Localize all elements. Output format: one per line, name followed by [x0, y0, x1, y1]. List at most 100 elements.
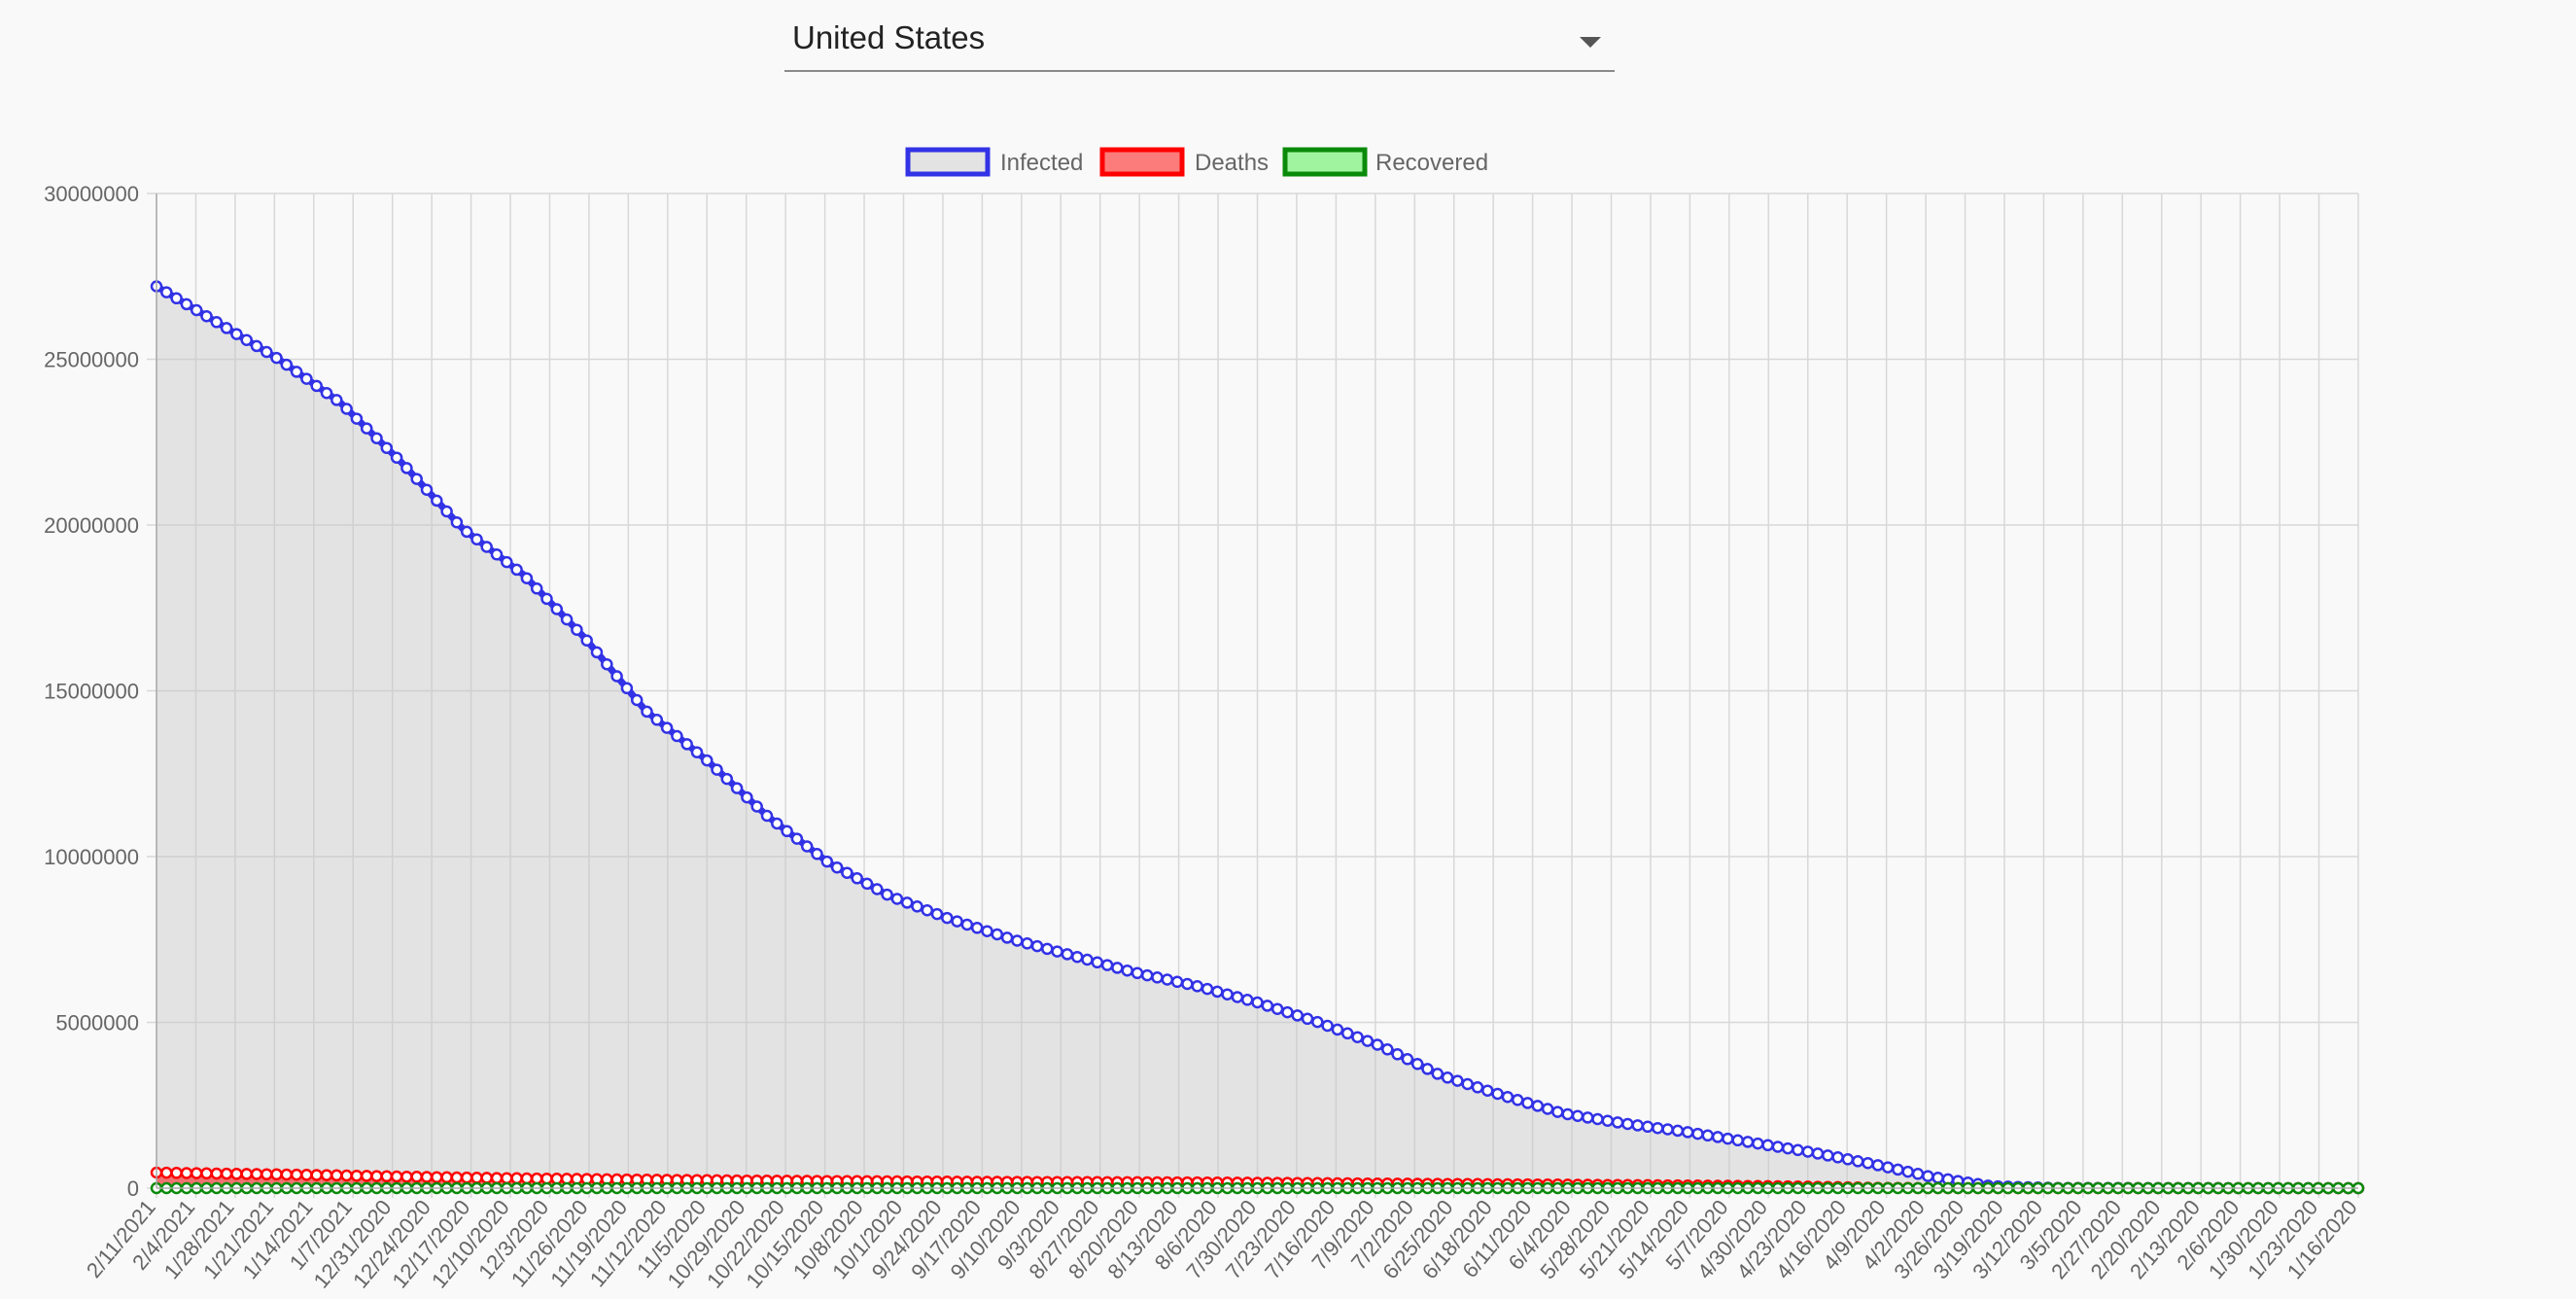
data-point-deaths — [261, 1168, 273, 1180]
data-point-infected — [1631, 1119, 1644, 1132]
data-point-deaths — [490, 1172, 504, 1184]
data-point-infected — [1691, 1127, 1704, 1141]
data-point-infected — [1331, 1023, 1344, 1036]
data-point-deaths — [280, 1168, 294, 1181]
data-point-infected — [741, 790, 753, 804]
data-point-infected — [1871, 1159, 1885, 1172]
data-point-infected — [1561, 1107, 1574, 1121]
data-point-infected — [881, 888, 893, 901]
data-point-deaths — [450, 1171, 464, 1184]
data-point-infected — [1081, 953, 1094, 966]
data-point-infected — [1281, 1005, 1294, 1019]
data-point-infected — [1932, 1172, 1944, 1184]
data-point-infected — [620, 682, 634, 695]
data-point-infected — [730, 782, 744, 794]
data-point-infected — [410, 473, 423, 485]
data-point-infected — [970, 922, 984, 934]
data-point-infected — [450, 515, 464, 529]
data-point-deaths — [390, 1170, 403, 1183]
data-point-infected — [1771, 1141, 1785, 1153]
legend-item-infected[interactable]: Infected — [905, 147, 1083, 177]
data-point-infected — [200, 309, 213, 323]
country-select-value: United States — [792, 19, 986, 55]
data-point-deaths — [420, 1171, 434, 1183]
data-point-infected — [1761, 1139, 1774, 1152]
data-point-infected — [811, 848, 823, 860]
data-point-infected — [941, 911, 954, 925]
data-point-infected — [1901, 1165, 1914, 1178]
chevron-down-icon[interactable] — [1580, 37, 1601, 48]
data-point-infected — [520, 572, 534, 584]
data-point-infected — [420, 483, 434, 496]
data-point-deaths — [350, 1169, 364, 1182]
legend-item-recovered[interactable]: Recovered — [1282, 147, 1488, 177]
data-point-deaths — [360, 1170, 373, 1182]
y-tick-label: 15000000 — [44, 680, 139, 704]
data-point-infected — [501, 555, 513, 569]
data-point-infected — [170, 292, 183, 305]
data-point-infected — [1051, 945, 1063, 958]
data-point-deaths — [331, 1169, 343, 1182]
data-point-deaths — [520, 1172, 534, 1185]
legend-swatch-infected — [905, 147, 991, 177]
data-point-infected — [1240, 994, 1254, 1006]
data-point-infected — [261, 345, 273, 359]
data-point-infected — [610, 670, 623, 683]
legend-label-recovered: Recovered — [1375, 150, 1488, 176]
data-point-infected — [900, 896, 914, 909]
data-point-infected — [1711, 1131, 1724, 1143]
legend-item-deaths[interactable]: Deaths — [1099, 147, 1269, 177]
data-point-infected — [1410, 1058, 1424, 1071]
data-point-infected — [1661, 1123, 1674, 1136]
data-point-infected — [820, 855, 834, 868]
data-point-deaths — [510, 1172, 523, 1185]
data-point-deaths — [370, 1170, 383, 1182]
data-point-infected — [310, 379, 323, 393]
data-point-deaths — [300, 1169, 313, 1181]
data-point-infected — [1371, 1038, 1384, 1051]
data-point-infected — [1621, 1117, 1634, 1131]
legend-label-infected: Infected — [1000, 150, 1083, 176]
data-point-deaths — [340, 1169, 353, 1182]
data-point-infected — [790, 832, 804, 845]
data-point-infected — [1401, 1053, 1414, 1066]
data-point-infected — [1391, 1048, 1404, 1061]
y-tick-label: 5000000 — [55, 1011, 139, 1036]
data-point-deaths — [320, 1169, 333, 1181]
data-point-infected — [1582, 1111, 1594, 1124]
data-point-deaths — [431, 1171, 443, 1183]
data-point-infected — [1191, 980, 1203, 993]
data-point-infected — [331, 394, 343, 406]
data-point-infected — [1421, 1063, 1434, 1075]
y-tick-label: 30000000 — [44, 182, 139, 206]
data-point-infected — [1531, 1100, 1545, 1112]
data-point-infected — [1271, 1002, 1284, 1015]
data-point-infected — [1301, 1012, 1314, 1026]
data-point-infected — [1351, 1031, 1364, 1043]
data-point-infected — [1451, 1074, 1464, 1087]
data-point-infected — [1041, 942, 1054, 956]
data-point-infected — [1521, 1097, 1534, 1109]
data-point-infected — [1911, 1168, 1925, 1180]
data-point-infected — [851, 872, 863, 885]
data-point-infected — [400, 462, 413, 474]
data-point-infected — [860, 877, 874, 891]
data-point-infected — [1131, 966, 1144, 980]
data-point-infected — [1000, 931, 1014, 944]
data-point-deaths — [160, 1166, 173, 1179]
data-point-infected — [1441, 1071, 1454, 1084]
data-point-infected — [1491, 1087, 1504, 1101]
country-select[interactable]: United States — [784, 8, 1615, 72]
data-point-infected — [240, 334, 253, 346]
y-tick-label: 25000000 — [44, 348, 139, 372]
data-point-infected — [1731, 1134, 1744, 1147]
data-point-infected — [1021, 937, 1033, 950]
chart-legend[interactable]: Infected Deaths Recovered — [905, 147, 1488, 177]
series-area-infected — [157, 286, 2358, 1188]
data-point-infected — [1851, 1155, 1864, 1168]
data-point-deaths — [501, 1172, 513, 1184]
data-point-infected — [650, 714, 664, 726]
data-point-infected — [1752, 1137, 1764, 1150]
data-point-infected — [1061, 948, 1074, 961]
